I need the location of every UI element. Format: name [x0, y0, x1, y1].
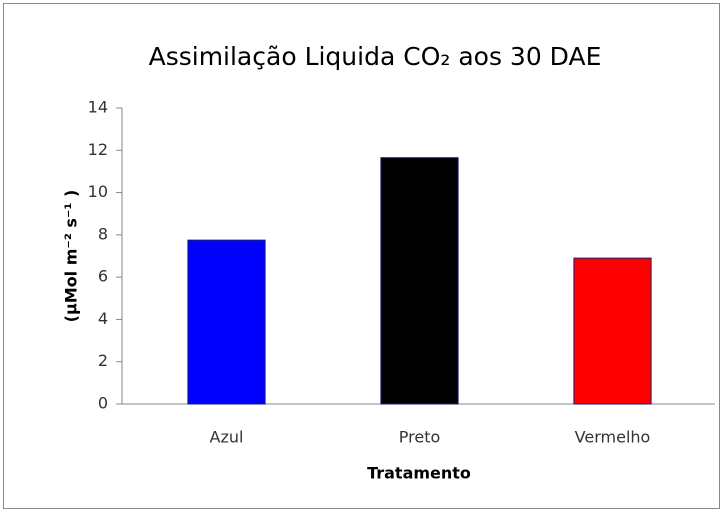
chart-title: Assimilação Liquida CO₂ aos 30 DAE — [149, 42, 602, 71]
x-tick-label: Preto — [399, 428, 441, 447]
y-tick-label: 12 — [88, 140, 108, 159]
bar — [380, 157, 459, 405]
y-tick-label: 14 — [88, 98, 108, 117]
y-tick-label: 6 — [98, 267, 108, 286]
bar — [573, 257, 652, 405]
y-tick-label: 0 — [98, 394, 108, 413]
bar — [187, 239, 266, 405]
y-tick-label: 4 — [98, 309, 108, 328]
x-tick-label: Vermelho — [575, 428, 651, 447]
chart-border — [3, 3, 720, 509]
x-tick-label: Azul — [210, 428, 244, 447]
y-tick-label: 10 — [88, 182, 108, 201]
y-axis-title: (µMol m⁻² s⁻¹ ) — [62, 190, 81, 323]
x-axis-title: Tratamento — [367, 464, 471, 483]
y-tick-label: 2 — [98, 351, 108, 370]
y-tick-label: 8 — [98, 224, 108, 243]
